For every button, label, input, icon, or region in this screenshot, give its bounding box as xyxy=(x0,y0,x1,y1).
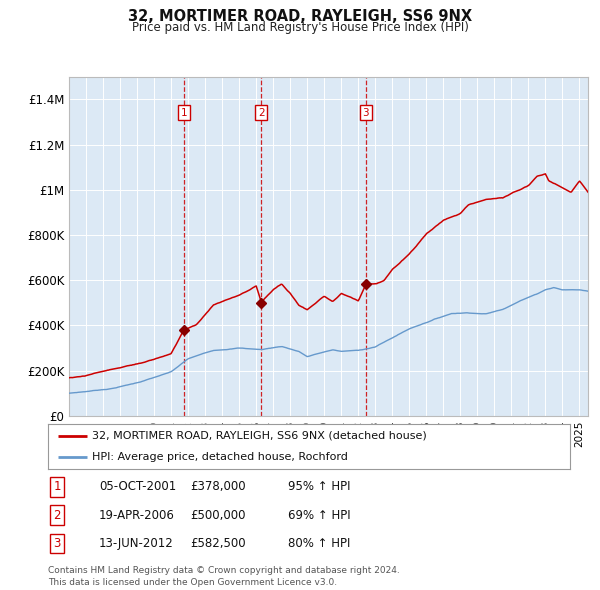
Text: £378,000: £378,000 xyxy=(190,480,246,493)
Text: HPI: Average price, detached house, Rochford: HPI: Average price, detached house, Roch… xyxy=(92,452,348,462)
Text: Price paid vs. HM Land Registry's House Price Index (HPI): Price paid vs. HM Land Registry's House … xyxy=(131,21,469,34)
Text: 95% ↑ HPI: 95% ↑ HPI xyxy=(288,480,350,493)
Text: 3: 3 xyxy=(362,108,369,118)
Text: 2: 2 xyxy=(53,509,61,522)
Text: £500,000: £500,000 xyxy=(190,509,246,522)
Text: 19-APR-2006: 19-APR-2006 xyxy=(99,509,175,522)
Text: 1: 1 xyxy=(181,108,187,118)
Text: 3: 3 xyxy=(53,537,61,550)
Text: 1: 1 xyxy=(53,480,61,493)
Text: 80% ↑ HPI: 80% ↑ HPI xyxy=(288,537,350,550)
Text: 32, MORTIMER ROAD, RAYLEIGH, SS6 9NX (detached house): 32, MORTIMER ROAD, RAYLEIGH, SS6 9NX (de… xyxy=(92,431,427,441)
Text: 69% ↑ HPI: 69% ↑ HPI xyxy=(288,509,350,522)
Text: 2: 2 xyxy=(258,108,265,118)
Text: £582,500: £582,500 xyxy=(190,537,246,550)
Text: Contains HM Land Registry data © Crown copyright and database right 2024.
This d: Contains HM Land Registry data © Crown c… xyxy=(48,566,400,587)
Text: 05-OCT-2001: 05-OCT-2001 xyxy=(99,480,176,493)
Text: 13-JUN-2012: 13-JUN-2012 xyxy=(99,537,174,550)
Text: 32, MORTIMER ROAD, RAYLEIGH, SS6 9NX: 32, MORTIMER ROAD, RAYLEIGH, SS6 9NX xyxy=(128,9,472,24)
